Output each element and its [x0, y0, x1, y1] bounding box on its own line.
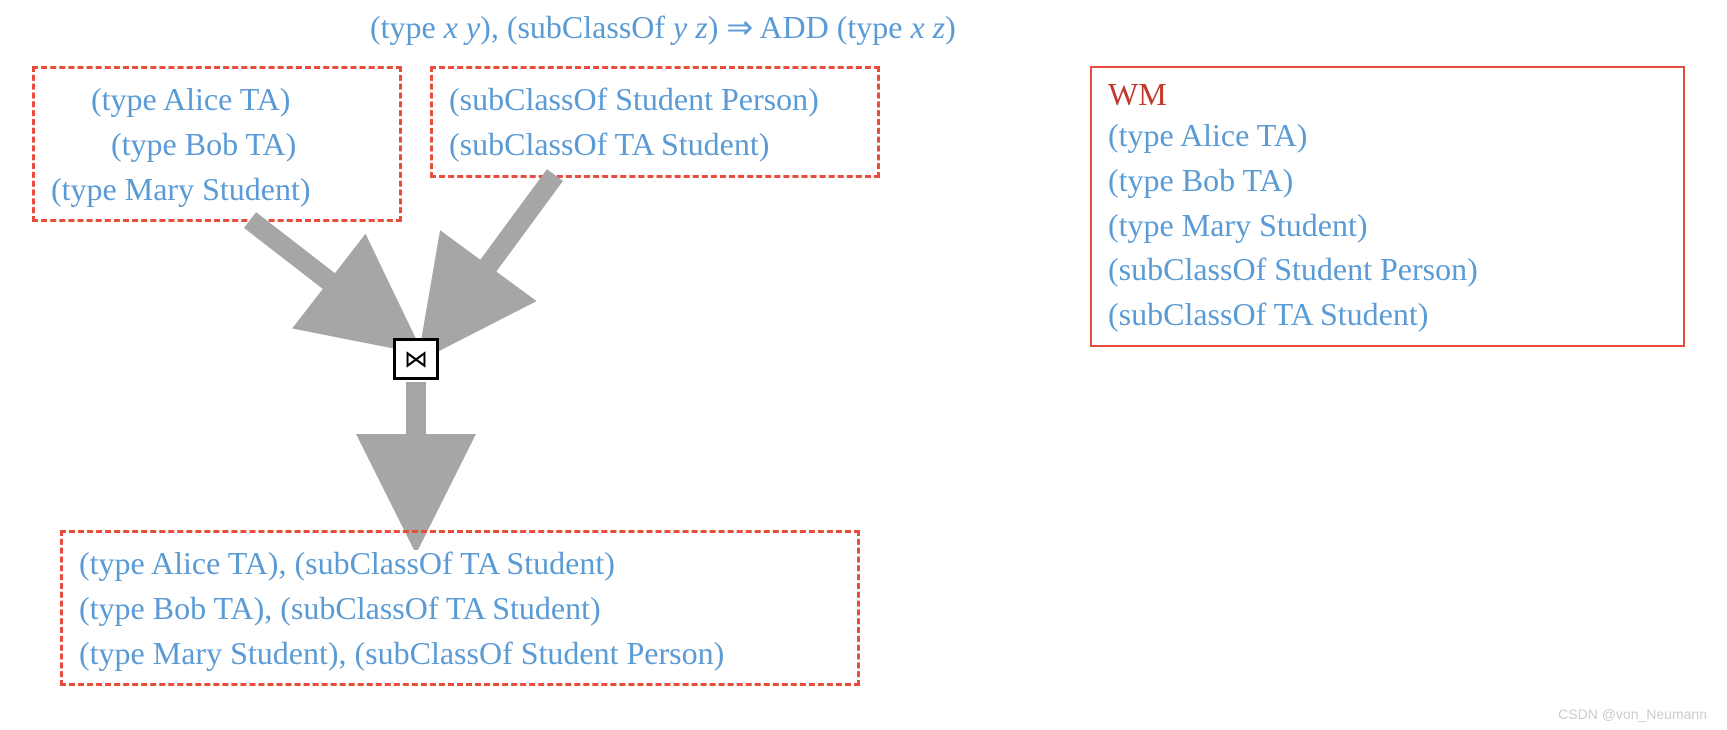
fact-line: (subClassOf TA Student) — [1108, 292, 1667, 337]
rule-var: x y — [444, 9, 480, 45]
fact-line: (subClassOf Student Person) — [1108, 247, 1667, 292]
rule-part: ), (subClassOf — [480, 9, 673, 45]
fact-line: (type Bob TA) — [1108, 158, 1667, 203]
join-icon: ⋈ — [404, 345, 428, 374]
fact-line: (type Bob TA), (subClassOf TA Student) — [79, 586, 841, 631]
beta-memory-box: (subClassOf Student Person) (subClassOf … — [430, 66, 880, 178]
rule-part: (type — [370, 9, 444, 45]
fact-line: (type Alice TA) — [1108, 113, 1667, 158]
fact-line: (type Alice TA), (subClassOf TA Student) — [79, 541, 841, 586]
fact-line: (type Alice TA) — [51, 77, 383, 122]
fact-line: (subClassOf Student Person) — [449, 77, 861, 122]
result-box: (type Alice TA), (subClassOf TA Student)… — [60, 530, 860, 686]
inference-rule: (type x y), (subClassOf y z) ⇒ ADD (type… — [370, 8, 956, 46]
rule-var: y z — [673, 9, 708, 45]
fact-line: (subClassOf TA Student) — [449, 122, 861, 167]
fact-line: (type Mary Student) — [51, 167, 383, 212]
rule-part: ) — [945, 9, 956, 45]
rule-part: ) ⇒ ADD (type — [708, 9, 911, 45]
join-node: ⋈ — [393, 338, 439, 380]
alpha-memory-box: (type Alice TA) (type Bob TA) (type Mary… — [32, 66, 402, 222]
fact-line: (type Mary Student) — [1108, 203, 1667, 248]
watermark: CSDN @von_Neumann — [1558, 706, 1707, 722]
wm-title: WM — [1108, 76, 1667, 113]
working-memory-box: WM (type Alice TA) (type Bob TA) (type M… — [1090, 66, 1685, 347]
rule-var: x z — [910, 9, 945, 45]
fact-line: (type Mary Student), (subClassOf Student… — [79, 631, 841, 676]
fact-line: (type Bob TA) — [51, 122, 383, 167]
